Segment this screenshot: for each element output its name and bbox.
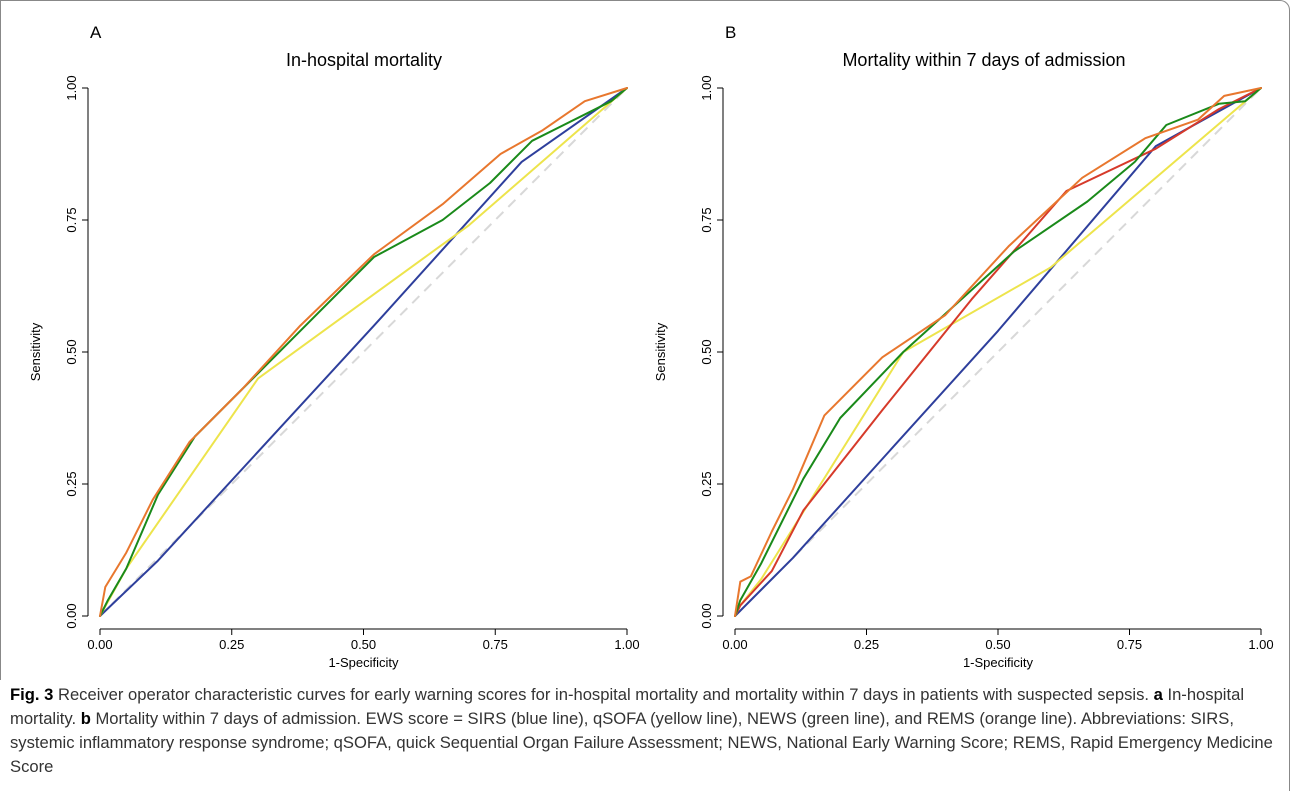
figure-plots: A In-hospital mortality 0.00 0.25 0.50 0.75 1.… [28, 23, 1274, 670]
frame-mask [0, 680, 12, 800]
series-line-3 [734, 87, 1262, 617]
y-tick-label: 0.50 [699, 339, 714, 364]
x-axis-label: 1-Specificity [328, 655, 399, 670]
series-line-3 [99, 87, 628, 617]
x-tick-label: 0.25 [854, 637, 879, 652]
figure-caption: Fig. 3 Receiver operator characteristic … [10, 683, 1280, 779]
caption-figure-label: Fig. 3 [10, 685, 54, 704]
caption-text-b: Mortality within 7 days of admission. EW… [10, 709, 1273, 776]
x-tick-label: 0.00 [722, 637, 747, 652]
x-tick-label: 0.00 [87, 637, 112, 652]
y-tick-label: 0.00 [64, 603, 79, 628]
chart-title: In-hospital mortality [286, 50, 442, 70]
x-tick-label: 1.00 [614, 637, 639, 652]
series-line-0 [99, 87, 628, 617]
panel-label: B [725, 23, 736, 42]
caption-text-intro: Receiver operator characteristic curves … [53, 685, 1154, 704]
y-axis-label: Sensitivity [653, 322, 668, 381]
x-tick-label: 1.00 [1248, 637, 1273, 652]
reference-line [734, 87, 1262, 617]
series-line-2 [99, 87, 628, 617]
panel-b: B Mortality within 7 days of admission 0.0… [653, 23, 1274, 670]
x-tick-label: 0.75 [1117, 637, 1142, 652]
caption-label-b: b [80, 709, 91, 728]
series-line-2 [734, 87, 1262, 617]
panel-label: A [90, 23, 102, 42]
x-tick-label: 0.75 [483, 637, 508, 652]
y-tick-label: 0.75 [699, 207, 714, 232]
caption-text-a: In-hospital mortality. [10, 685, 1245, 728]
caption-label-a: a [1153, 685, 1163, 704]
x-tick-label: 0.50 [985, 637, 1010, 652]
y-tick-label: 0.25 [699, 471, 714, 496]
x-tick-label: 0.50 [351, 637, 376, 652]
y-tick-label: 0.75 [64, 207, 79, 232]
x-axis-label: 1-Specificity [963, 655, 1034, 670]
y-tick-label: 0.50 [64, 339, 79, 364]
y-tick-label: 0.00 [699, 603, 714, 628]
x-tick-label: 0.25 [219, 637, 244, 652]
y-tick-label: 1.00 [64, 75, 79, 100]
series-line-4 [734, 87, 1262, 617]
y-tick-label: 1.00 [699, 75, 714, 100]
panel-a: A In-hospital mortality 0.00 0.25 0.50 0.75 1.… [28, 23, 640, 670]
chart-title: Mortality within 7 days of admission [842, 50, 1125, 70]
y-tick-label: 0.25 [64, 471, 79, 496]
y-axis-label: Sensitivity [28, 322, 43, 381]
